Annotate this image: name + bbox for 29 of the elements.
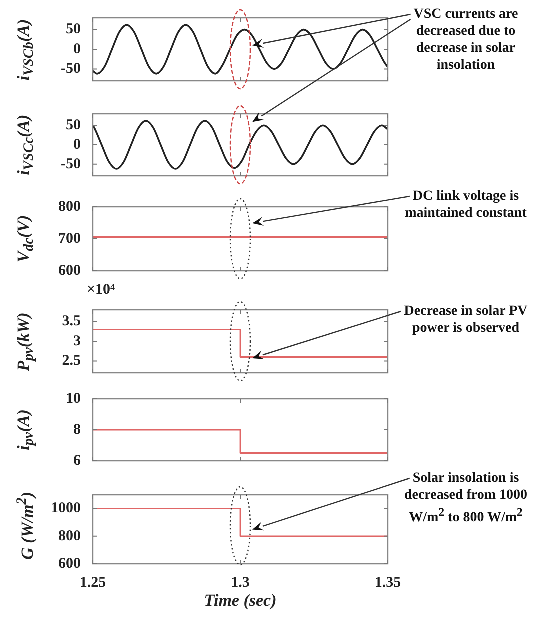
y-tick-label: 1000 (51, 500, 81, 517)
x-tick-label: 1.3 (231, 574, 250, 591)
text: Decrease in solar PV power is observed (403, 303, 529, 337)
y-tick-label: 8 (74, 422, 81, 438)
y-tick-label: 800 (58, 528, 81, 544)
text: ×10⁴ (87, 282, 116, 299)
y-tick-label: -50 (61, 61, 81, 78)
x-tick-label: 1.35 (374, 574, 402, 591)
line-series (93, 120, 388, 170)
y-tick-label: 3 (74, 333, 81, 350)
text: VSC currents are decreased due to decrease in solar insolation (412, 6, 520, 74)
text: DC link voltage is maintained constant (404, 188, 528, 222)
y-tick-label: 6 (74, 452, 82, 469)
text: Solar insolation is decreased from 1000 W/m$^{2}$ to 800 W/m$^{2}$ (403, 470, 529, 527)
y-tick-label: 700 (58, 230, 81, 247)
line-series (93, 24, 388, 75)
y-tick-label: 10 (66, 390, 81, 407)
y-tick-label: 0 (74, 41, 81, 58)
y-tick-label: 600 (58, 262, 81, 279)
y-tick-label: 0 (74, 136, 81, 153)
y-tick-label: 3.5 (62, 314, 81, 330)
y-tick-label: 50 (66, 22, 81, 38)
y-tick-label: 50 (66, 118, 81, 134)
y-tick-label: -50 (61, 156, 81, 172)
x-tick-label: 1.25 (80, 574, 106, 591)
y-tick-label: 2.5 (62, 353, 81, 370)
y-tick-label: 600 (58, 556, 81, 572)
y-tick-label: 800 (58, 198, 81, 215)
x-axis-title: Time (sec) (204, 591, 277, 611)
